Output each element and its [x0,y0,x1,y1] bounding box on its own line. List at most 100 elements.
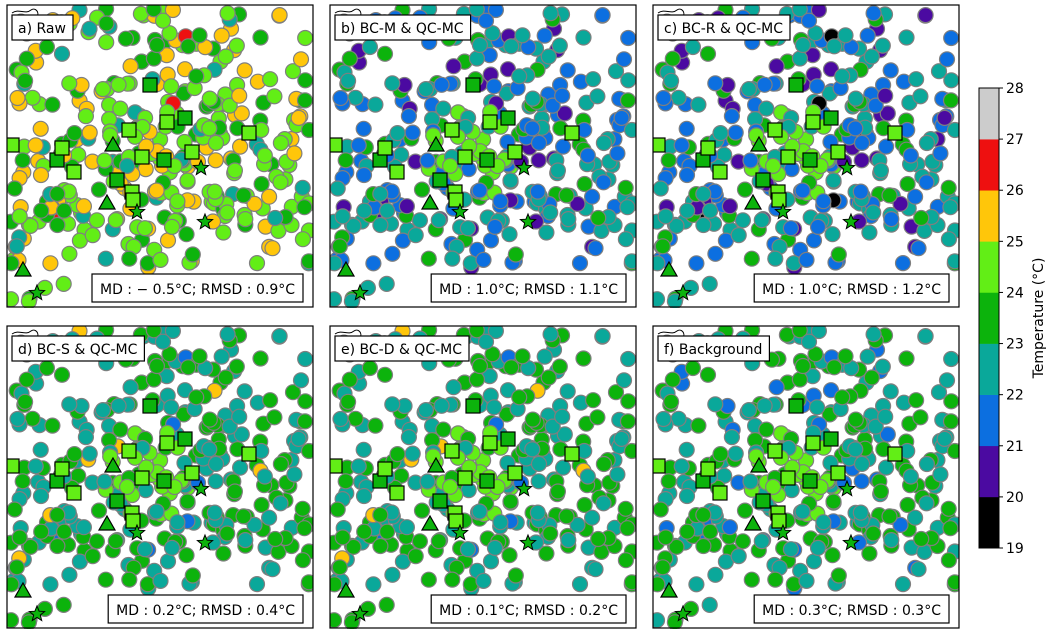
station-point [350,458,367,475]
station-point [407,548,424,565]
station-point [253,496,270,514]
station-point [9,410,26,428]
station-point [340,393,357,410]
reference-square [125,192,141,208]
station-point [201,90,218,107]
station-point [660,473,677,490]
reference-square [177,110,193,126]
station-point [345,217,362,234]
station-point [727,124,744,141]
reference-square [479,473,495,489]
reference-square [121,122,137,138]
coastline [334,329,362,339]
station-point [756,76,773,93]
station-point [594,328,611,345]
station-point [824,547,841,564]
station-point [444,250,461,267]
station-point [673,458,690,475]
panel-points [653,5,959,308]
station-point [233,426,250,443]
station-point [226,162,243,179]
station-point [148,357,165,375]
station-point [420,250,437,267]
station-point [118,157,136,174]
station-point [389,125,406,142]
reference-square [500,110,516,126]
station-point [679,202,696,219]
station-point [361,38,379,56]
station-point [300,253,313,270]
station-point [207,473,224,490]
station-point [874,358,891,375]
station-point [544,418,561,435]
station-point [411,212,429,229]
station-point [38,359,56,377]
station-point [235,187,252,204]
station-point [734,533,752,550]
station-point [110,76,127,93]
station-point [271,7,288,24]
panel-points [7,326,313,629]
station-point [899,496,916,514]
station-point [657,208,674,225]
station-point [221,97,238,114]
station-point [27,458,44,475]
coastline [11,8,39,18]
station-point [206,183,223,200]
station-point [42,576,59,593]
station-point [17,393,34,410]
station-point [296,520,313,537]
reference-star [192,158,210,176]
station-point [894,576,912,593]
station-point [8,559,25,576]
station-point [117,30,135,47]
reference-square [448,513,464,529]
station-point [791,371,808,388]
station-point [49,506,66,523]
station-point [538,545,555,562]
station-point [98,15,115,32]
station-point [441,478,459,495]
station-point [907,509,924,526]
panel-title-box: e) BC-D & QC-MC [334,335,470,362]
station-point [253,175,270,193]
station-point [549,162,566,179]
station-point [791,5,808,18]
station-point [946,574,959,591]
station-point [723,107,741,125]
reference-square [771,513,787,529]
reference-triangle [743,193,763,210]
station-point [830,246,847,263]
station-point [272,455,289,473]
station-point [655,89,672,107]
station-point [653,255,666,272]
station-point [865,5,882,22]
station-point [297,29,313,47]
reference-square [54,461,70,477]
reference-star [838,158,856,176]
station-point [791,326,808,339]
stat-annotation: MD : 0.1°C; RMSD : 0.2°C [439,603,618,619]
station-point [61,396,78,413]
station-point [936,109,953,127]
station-point [236,62,253,79]
station-point [767,571,784,588]
station-point [297,350,313,368]
station-point [459,220,476,237]
station-point [294,552,311,569]
panel-title-box: d) BC-S & QC-MC [11,335,145,362]
station-point [730,548,747,565]
station-point [7,291,20,308]
station-point [589,409,606,426]
station-point [575,29,592,46]
reference-star [451,202,469,220]
reference-square [377,461,393,477]
station-point [487,5,504,19]
station-point [867,418,884,435]
station-point [356,523,373,540]
station-point [459,541,476,558]
station-point [180,359,197,376]
reference-square [465,398,481,414]
reference-square [564,446,580,462]
